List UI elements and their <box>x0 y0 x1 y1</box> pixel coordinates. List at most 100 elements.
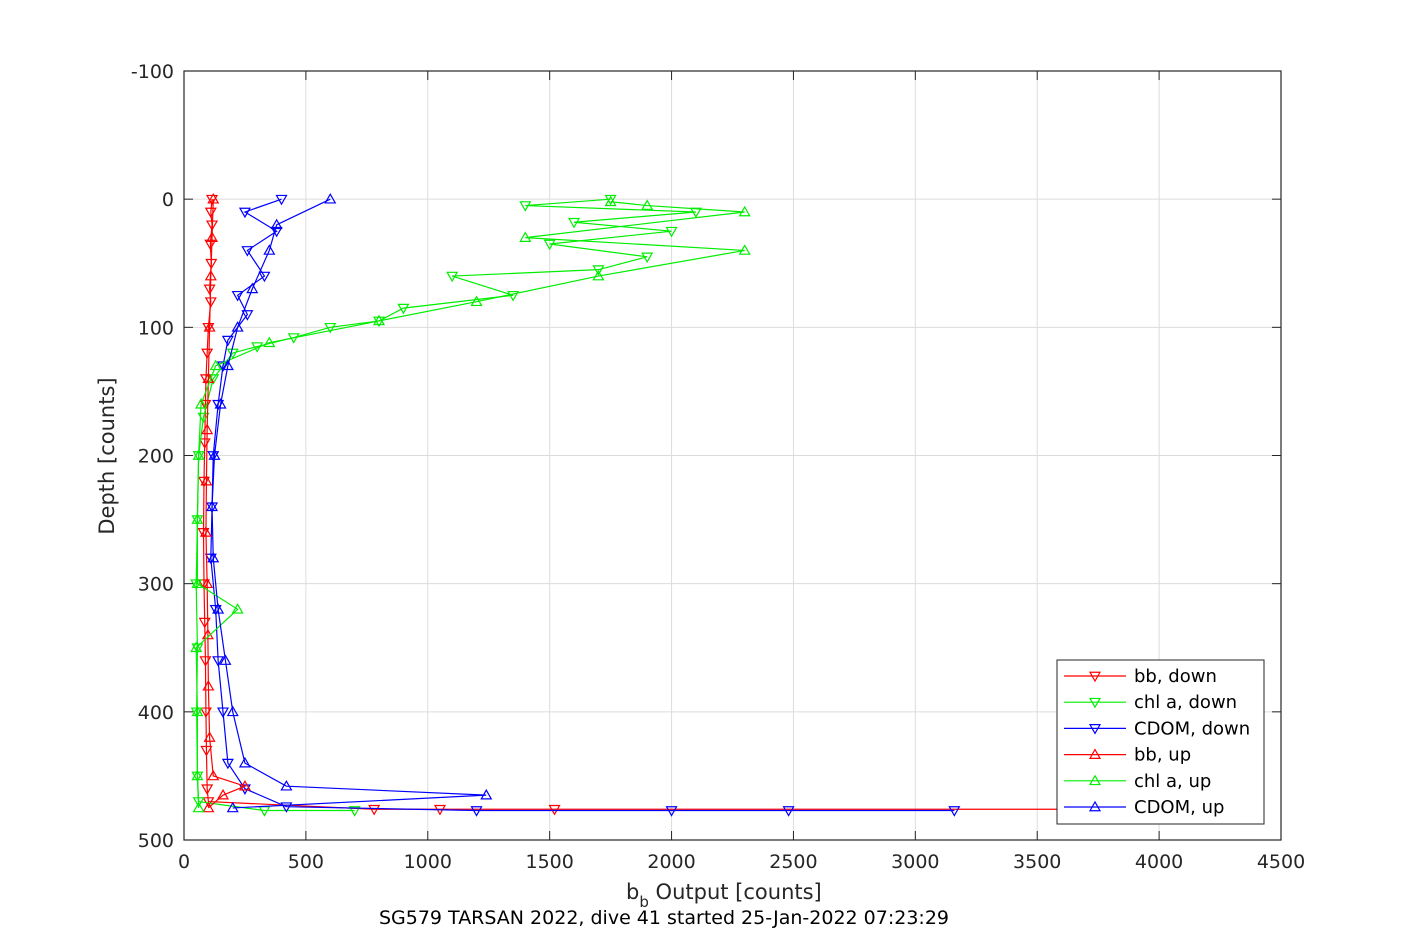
data-point <box>191 705 204 717</box>
x-tick-label: 2000 <box>647 851 695 873</box>
data-point <box>219 654 232 665</box>
data-point <box>209 359 222 371</box>
data-point <box>204 239 217 251</box>
x-tick-label: 0 <box>178 851 190 873</box>
series-line <box>202 199 1086 810</box>
legend-entry: bb, down <box>1064 666 1217 687</box>
data-point <box>948 806 961 817</box>
data-point <box>519 231 532 242</box>
data-point <box>202 679 215 691</box>
data-point <box>201 348 214 360</box>
data-point <box>226 801 239 813</box>
data-point <box>280 802 293 813</box>
data-point <box>207 192 220 204</box>
legend-entry: CDOM, up <box>1064 797 1224 818</box>
data-point <box>231 321 244 332</box>
data-point <box>507 290 520 302</box>
legend-swatch-marker <box>1088 800 1102 812</box>
legend-label: bb, up <box>1134 745 1191 766</box>
legend-label: CDOM, down <box>1134 718 1250 739</box>
x-tick-label: 1000 <box>404 851 452 873</box>
data-point <box>372 314 386 326</box>
series-line <box>210 198 955 812</box>
data-point <box>543 239 556 251</box>
series-layer <box>190 192 1093 817</box>
data-point <box>226 705 239 717</box>
series-line <box>205 199 247 809</box>
data-point <box>231 290 244 302</box>
data-point <box>263 244 276 255</box>
data-point <box>238 779 251 791</box>
legend-label: chl a, down <box>1134 692 1237 713</box>
x-tick-label: 4500 <box>1257 851 1305 873</box>
y-tick-label: 400 <box>138 702 174 724</box>
x-tick-label: 1500 <box>525 851 573 873</box>
data-point <box>446 271 459 283</box>
x-tick-label: 4000 <box>1135 851 1183 873</box>
data-point <box>221 359 234 371</box>
x-tick-label: 3500 <box>1013 851 1061 873</box>
chart-title: SG579 TARSAN 2022, dive 41 started 25-Ja… <box>379 907 949 929</box>
data-point <box>201 423 214 435</box>
data-point <box>202 801 215 813</box>
data-point <box>519 201 532 212</box>
legend-swatch-marker <box>1088 748 1102 759</box>
data-point <box>238 756 251 768</box>
legend-box <box>1056 659 1265 825</box>
data-point <box>280 779 293 791</box>
data-point <box>221 758 234 770</box>
data-point <box>397 303 410 315</box>
data-point <box>782 806 795 817</box>
series-3 <box>199 192 251 813</box>
data-point <box>480 788 493 800</box>
data-point <box>207 551 220 563</box>
data-point <box>470 295 483 307</box>
data-point <box>604 194 617 206</box>
data-point <box>665 806 678 817</box>
data-point <box>738 244 751 255</box>
x-axis-label-rest: Output [counts] <box>649 880 822 904</box>
x-axis-ticks: 0 500 1000 1500 2000 2500 3000 3500 4000 4500 <box>178 71 1305 873</box>
data-point <box>206 231 219 242</box>
data-point <box>263 336 276 348</box>
x-axis-label: bb Output [counts] <box>626 880 822 911</box>
x-axis-label-subscript: b <box>639 893 649 911</box>
data-point <box>192 801 205 813</box>
y-tick-label: 0 <box>162 189 174 211</box>
y-tick-label: -100 <box>131 61 174 83</box>
series-2 <box>204 194 961 817</box>
data-point <box>275 194 288 206</box>
y-tick-label: 100 <box>138 317 174 339</box>
series-5 <box>206 192 493 813</box>
data-point <box>208 449 221 460</box>
data-point <box>258 271 271 283</box>
legend-label: chl a, up <box>1134 771 1211 792</box>
data-point <box>214 398 227 409</box>
data-point <box>207 769 220 781</box>
y-tick-label: 200 <box>138 446 174 468</box>
legend-entry: chl a, up <box>1064 771 1211 792</box>
data-point <box>641 252 654 264</box>
data-point <box>191 513 204 524</box>
y-axis-label: Depth [counts] <box>95 377 119 534</box>
data-point <box>568 217 581 229</box>
data-point <box>270 218 283 230</box>
data-point <box>191 577 204 589</box>
series-0 <box>197 194 1093 816</box>
data-point <box>201 577 214 589</box>
data-point <box>204 269 217 281</box>
data-point <box>231 603 244 614</box>
data-point <box>641 199 654 210</box>
data-point <box>592 269 605 281</box>
data-point <box>203 731 216 742</box>
data-point <box>665 226 678 238</box>
data-point <box>348 806 361 817</box>
data-point <box>200 745 213 757</box>
y-tick-label: 300 <box>138 574 174 596</box>
x-tick-label: 3000 <box>891 851 939 873</box>
data-point <box>212 603 225 614</box>
data-point <box>324 322 337 334</box>
data-point <box>212 656 225 667</box>
legend-swatch-marker <box>1088 671 1102 683</box>
